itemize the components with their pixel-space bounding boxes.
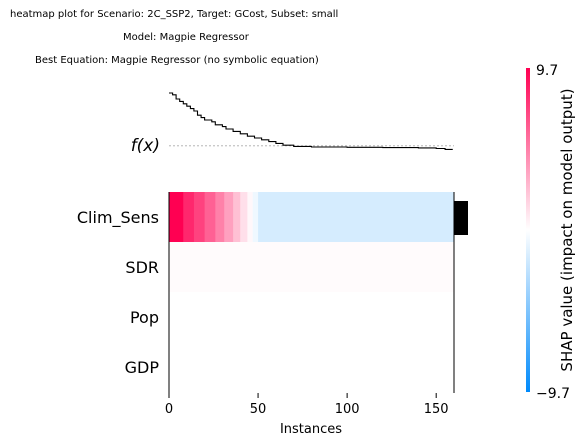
- feature-label-pop: Pop: [130, 308, 159, 327]
- colorbar: 9.7 −9.7 SHAP value (impact on model out…: [526, 63, 576, 402]
- heatmap-cell-clim-sens-7: [240, 192, 248, 242]
- colorbar-max-label: 9.7: [536, 63, 558, 79]
- x-tick-label-50: 50: [250, 402, 267, 417]
- heatmap-cell-clim-sens-0: [169, 192, 184, 242]
- heatmap-row-sdr: [169, 242, 454, 292]
- x-axis-label: Instances: [280, 422, 342, 437]
- heatmap-cell-clim-sens-9: [253, 192, 259, 242]
- colorbar-axis-label: SHAP value (impact on model output): [558, 88, 576, 371]
- heatmap-grid: [169, 192, 454, 392]
- fx-label: f(x): [131, 136, 160, 156]
- importance-bars: [454, 201, 468, 235]
- x-tick-label-100: 100: [335, 402, 360, 417]
- heatmap-cell-clim-sens-8: [247, 192, 253, 242]
- x-tick-label-150: 150: [424, 402, 449, 417]
- x-axis: 0 50 100 150: [165, 393, 449, 417]
- heatmap-row-pop: [169, 292, 454, 342]
- heatmap-cell-clim-sens-4: [215, 192, 224, 242]
- feature-label-sdr: SDR: [125, 258, 159, 277]
- feature-label-gdp: GDP: [125, 358, 160, 377]
- fx-line: [169, 93, 452, 150]
- feature-label-clim_sens: Clim_Sens: [77, 208, 159, 228]
- heatmap-row-gdp: [169, 342, 454, 392]
- heatmap-cell-clim-sens-6: [233, 192, 241, 242]
- importance-bar-clim_sens: [454, 201, 468, 235]
- heatmap-cell-clim-sens-1: [183, 192, 194, 242]
- heatmap-cell-clim-sens-5: [224, 192, 233, 242]
- x-tick-label-0: 0: [165, 402, 173, 417]
- fx-panel: f(x): [131, 93, 454, 156]
- feature-labels: Clim_Sens SDR Pop GDP: [77, 208, 159, 377]
- colorbar-gradient: [526, 68, 530, 392]
- colorbar-min-label: −9.7: [536, 386, 570, 402]
- heatmap-cell-clim-sens-3: [205, 192, 216, 242]
- heatmap-cell-clim-sens-10: [258, 192, 454, 242]
- heatmap-cell-clim-sens-2: [194, 192, 205, 242]
